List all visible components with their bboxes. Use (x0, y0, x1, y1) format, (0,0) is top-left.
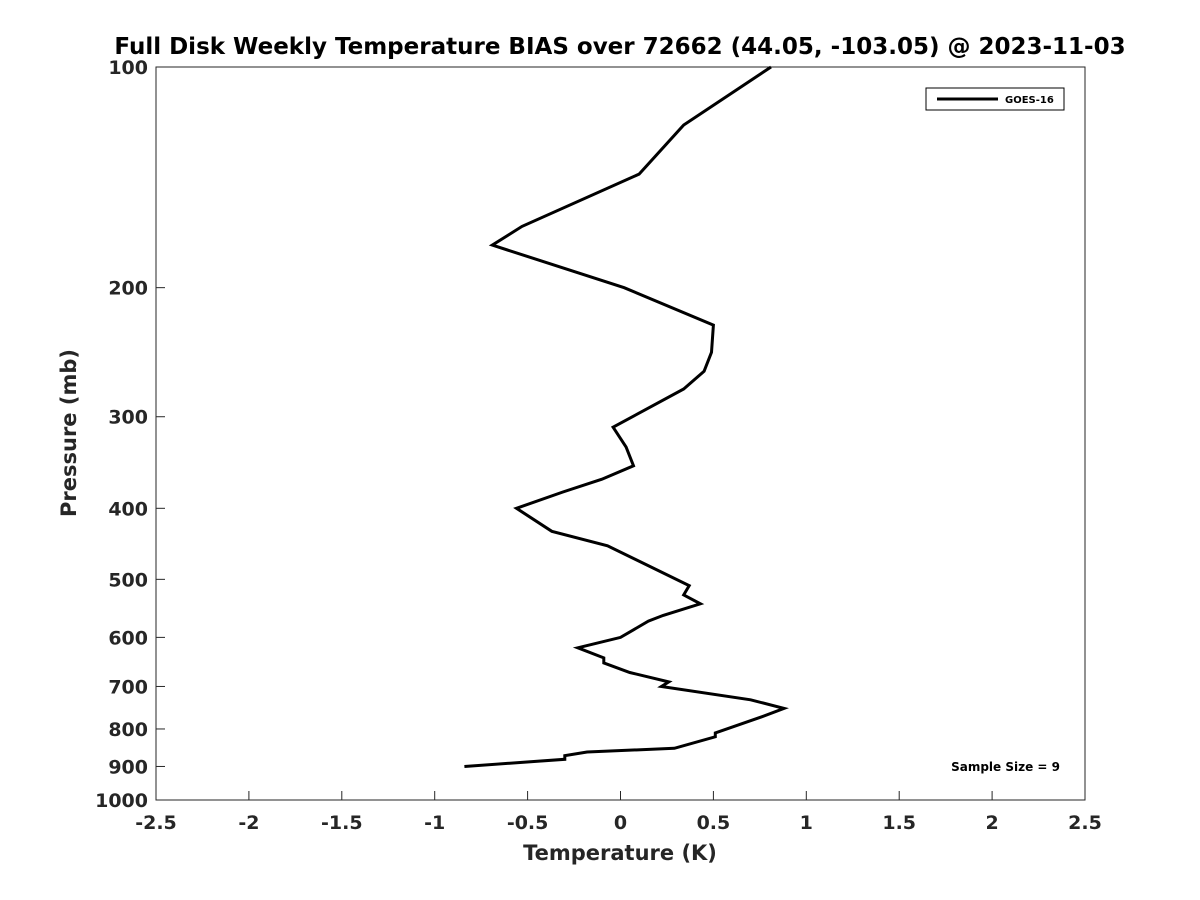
y-tick-label: 500 (108, 569, 148, 591)
y-tick-label: 700 (108, 676, 148, 698)
x-tick-label: -2.5 (135, 812, 177, 834)
x-tick-label: 0.5 (697, 812, 731, 834)
plot-frame (155, 66, 1086, 801)
x-ticks: -2.5 -2 -1.5 -1 -0.5 0 0.5 1 1.5 2 2.5 (135, 791, 1102, 834)
y-tick-label: 600 (108, 627, 148, 649)
x-tick-label: -2 (238, 812, 259, 834)
series-line-goes-16 (464, 65, 789, 768)
x-axis-label: Temperature (K) (523, 841, 717, 865)
y-tick-label: 900 (108, 756, 148, 778)
axes (155, 66, 1086, 801)
x-tick-label: 2 (985, 812, 998, 834)
y-tick-label: 300 (108, 407, 148, 429)
series-group (464, 65, 789, 768)
legend: GOES-16 (925, 87, 1065, 111)
sample-size-annotation: Sample Size = 9 (951, 760, 1060, 774)
y-ticks: 100 200 300 400 500 600 700 800 900 1000 (95, 57, 165, 812)
x-tick-label: -1 (424, 812, 445, 834)
y-axis-label: Pressure (mb) (57, 349, 81, 517)
chart-title: Full Disk Weekly Temperature BIAS over 7… (114, 34, 1125, 60)
x-tick-label: 2.5 (1068, 812, 1102, 834)
x-tick-label: 0 (614, 812, 627, 834)
y-tick-label: 800 (108, 719, 148, 741)
y-tick-label: 400 (108, 498, 148, 520)
x-tick-label: 1 (800, 812, 813, 834)
x-tick-label: -0.5 (507, 812, 549, 834)
y-tick-label: 100 (108, 57, 148, 79)
x-tick-label: -1.5 (321, 812, 363, 834)
y-tick-label: 200 (108, 278, 148, 300)
legend-label-goes-16: GOES-16 (1005, 95, 1054, 106)
y-tick-label: 1000 (95, 790, 148, 812)
x-tick-label: 1.5 (882, 812, 916, 834)
